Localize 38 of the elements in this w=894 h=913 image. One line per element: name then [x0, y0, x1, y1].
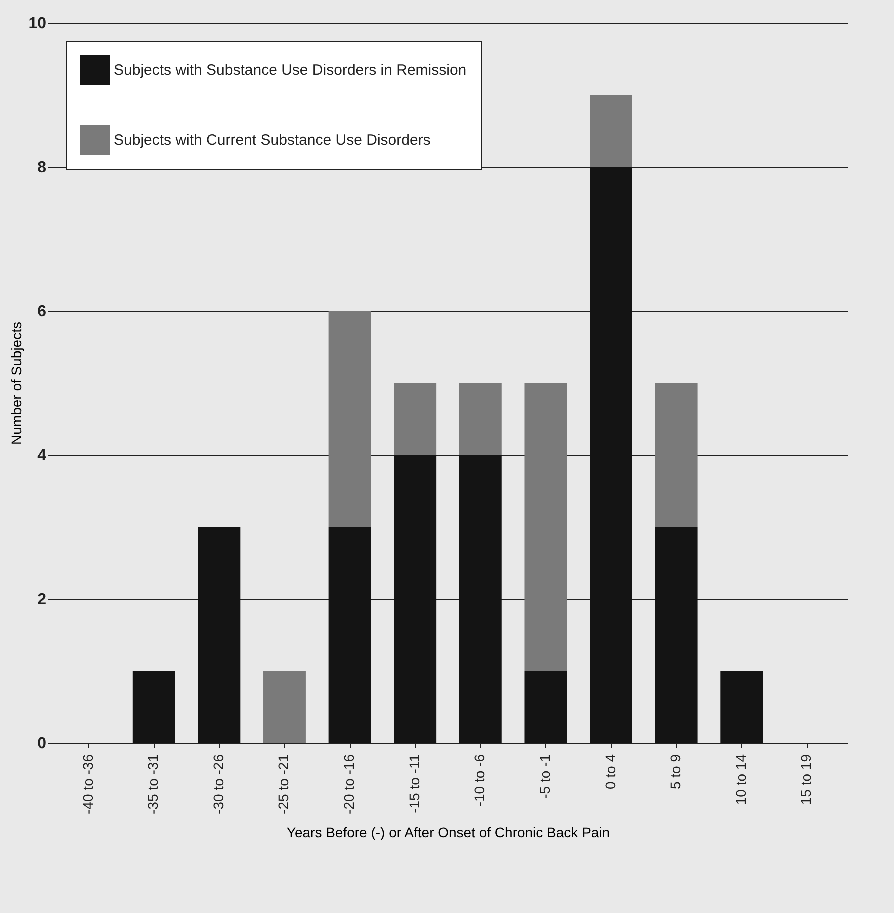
x-tick-label: -40 to -36: [80, 754, 96, 814]
bar: [655, 527, 698, 743]
x-tick-label: -25 to -21: [276, 754, 292, 814]
bar: [459, 383, 502, 455]
y-tick-label: 4: [38, 448, 47, 464]
x-tick-label: 5 to 9: [668, 754, 684, 790]
bar: [459, 455, 502, 743]
x-axis-title: Years Before (-) or After Onset of Chronic Back Pain: [286, 824, 610, 840]
x-tick-label: 0 to 4: [602, 754, 618, 790]
bar: [590, 167, 632, 743]
bar: [328, 311, 372, 527]
bar: [264, 671, 306, 743]
bar: [328, 527, 372, 743]
legend-label: Subjects with Substance Use Disorders in Remission: [114, 62, 467, 79]
bar: [198, 527, 241, 743]
x-tick-label: 15 to 19: [798, 754, 814, 806]
x-tick-label: -15 to -11: [406, 754, 422, 814]
x-tick-label: -5 to -1: [536, 754, 553, 799]
bar: [590, 95, 632, 167]
x-tick-label: -35 to -31: [145, 754, 162, 814]
bar: [524, 671, 568, 743]
x-tick-label: -30 to -26: [210, 754, 226, 814]
bar: [132, 671, 176, 743]
x-tick-label: -20 to -16: [341, 754, 358, 814]
x-tick-label: 10 to 14: [732, 754, 749, 806]
y-axis-title: Number of Subjects: [8, 322, 25, 445]
y-tick-label: 0: [38, 736, 47, 752]
y-tick-label: 8: [38, 160, 47, 176]
legend-label: Subjects with Current Substance Use Disorders: [114, 132, 431, 149]
x-tick-label: -10 to -6: [472, 754, 488, 807]
y-tick-label: 6: [38, 304, 47, 320]
bar: [394, 383, 437, 455]
y-tick-label: 10: [28, 16, 47, 32]
bar: [720, 671, 764, 743]
bar: [394, 455, 437, 743]
y-tick-label: 2: [38, 592, 47, 608]
bar: [655, 383, 698, 527]
bar: [524, 383, 568, 671]
